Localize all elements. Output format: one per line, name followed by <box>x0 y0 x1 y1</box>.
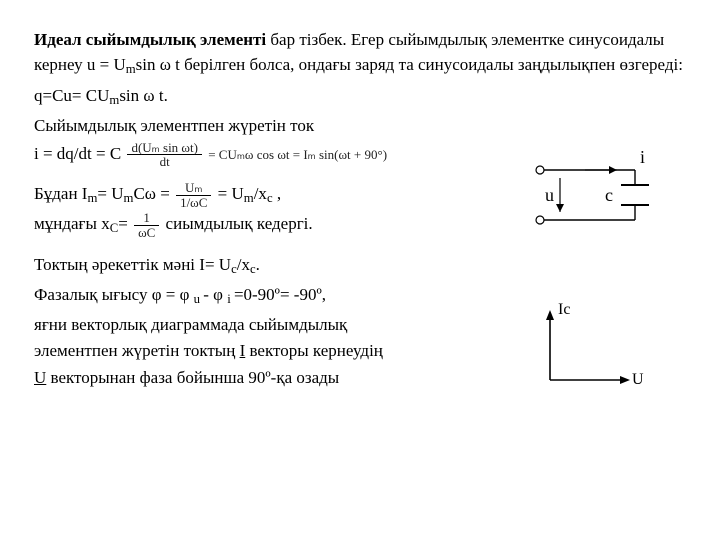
terminal-top-icon <box>536 166 544 174</box>
phase-1: Фазалық ығысу φ = φ <box>34 285 194 304</box>
rms-2: /x <box>237 255 250 274</box>
sub-u: u <box>194 292 204 306</box>
phasor-ic-label: Iс <box>558 298 570 321</box>
circuit-i-label: i <box>640 144 645 170</box>
where-2: = <box>118 214 132 233</box>
circuit-u-label: u <box>545 182 554 208</box>
vec2-a: элементпен жүретін токтың <box>34 341 240 360</box>
sub-i: i <box>227 292 234 306</box>
page: Идеал сыйымдылық элементі бар тізбек. Ег… <box>0 0 720 540</box>
eq-i-lead: i = dq/dt = C <box>34 144 125 163</box>
title-bold: Идеал сыйымдылық элементі <box>34 30 266 49</box>
eq-q-tail: sin ω t. <box>119 86 168 105</box>
sub-m-1: m <box>126 62 136 76</box>
u-arrowhead-icon <box>556 204 564 212</box>
rms-3: . <box>256 255 260 274</box>
equation-q: q=Cu= CUmsin ω t. <box>34 84 686 110</box>
phasor-u-arrowhead-icon <box>620 376 630 384</box>
where-1: мұндағы x <box>34 214 110 233</box>
phasor-diagram: Iс U <box>530 300 650 400</box>
hence-1: Бұдан I <box>34 184 87 203</box>
paragraph-rms: Токтың әрекеттік мәні I= Uc/xc. <box>34 253 686 279</box>
sub-m-5: m <box>244 191 254 205</box>
hence-4: = U <box>218 184 244 203</box>
frac2-den: 1/ωC <box>176 196 211 210</box>
phasor-u-label: U <box>632 368 644 391</box>
vec3-b: векторынан фаза бойынша 90º-қа озады <box>46 368 339 387</box>
fraction-um-over: Uₘ 1/ωC <box>176 181 211 209</box>
hence-2: = U <box>97 184 123 203</box>
paragraph-current-intro: Сыйымдылық элементпен жүретін ток <box>34 114 686 139</box>
vec-U-underline: U <box>34 368 46 387</box>
frac2-num: Uₘ <box>176 181 211 196</box>
fraction-derivative: d(Uₘ sin ωt) dt <box>127 141 202 169</box>
phase-2: - φ <box>203 285 227 304</box>
i-arrowhead-icon <box>609 166 617 174</box>
circuit-diagram: u i c <box>525 150 675 240</box>
rms-1: Токтың әрекеттік мәні I= U <box>34 255 231 274</box>
sub-C-big: C <box>110 221 119 235</box>
frac1-num: d(Uₘ sin ωt) <box>127 141 202 156</box>
fraction-xc: 1 ωC <box>134 211 159 239</box>
sub-m-4: m <box>124 191 134 205</box>
phasor-ic-arrowhead-icon <box>546 310 554 320</box>
sub-m-3: m <box>87 191 97 205</box>
vec2-b: векторы кернеудің <box>245 341 383 360</box>
eq-q-lead: q=Cu= CU <box>34 86 109 105</box>
frac3-num: 1 <box>134 211 159 226</box>
hence-5: /x <box>254 184 267 203</box>
frac3-den: ωC <box>134 226 159 240</box>
paragraph-title: Идеал сыйымдылық элементі бар тізбек. Ег… <box>34 28 686 78</box>
phase-3: =0-90º= -90º, <box>234 285 326 304</box>
eq-i-mid: = CUₘω cos ωt = Iₘ sin(ωt + 90°) <box>208 147 387 162</box>
hence-3: Cω = <box>133 184 174 203</box>
sub-m-2: m <box>109 94 119 108</box>
where-3: сиымдылық кедергі. <box>166 214 313 233</box>
hence-6: , <box>273 184 282 203</box>
title-rest-2: sin ω t берілген болса, ондағы заряд та … <box>136 55 683 74</box>
frac1-den: dt <box>127 155 202 169</box>
terminal-bottom-icon <box>536 216 544 224</box>
circuit-c-label: c <box>605 182 613 208</box>
